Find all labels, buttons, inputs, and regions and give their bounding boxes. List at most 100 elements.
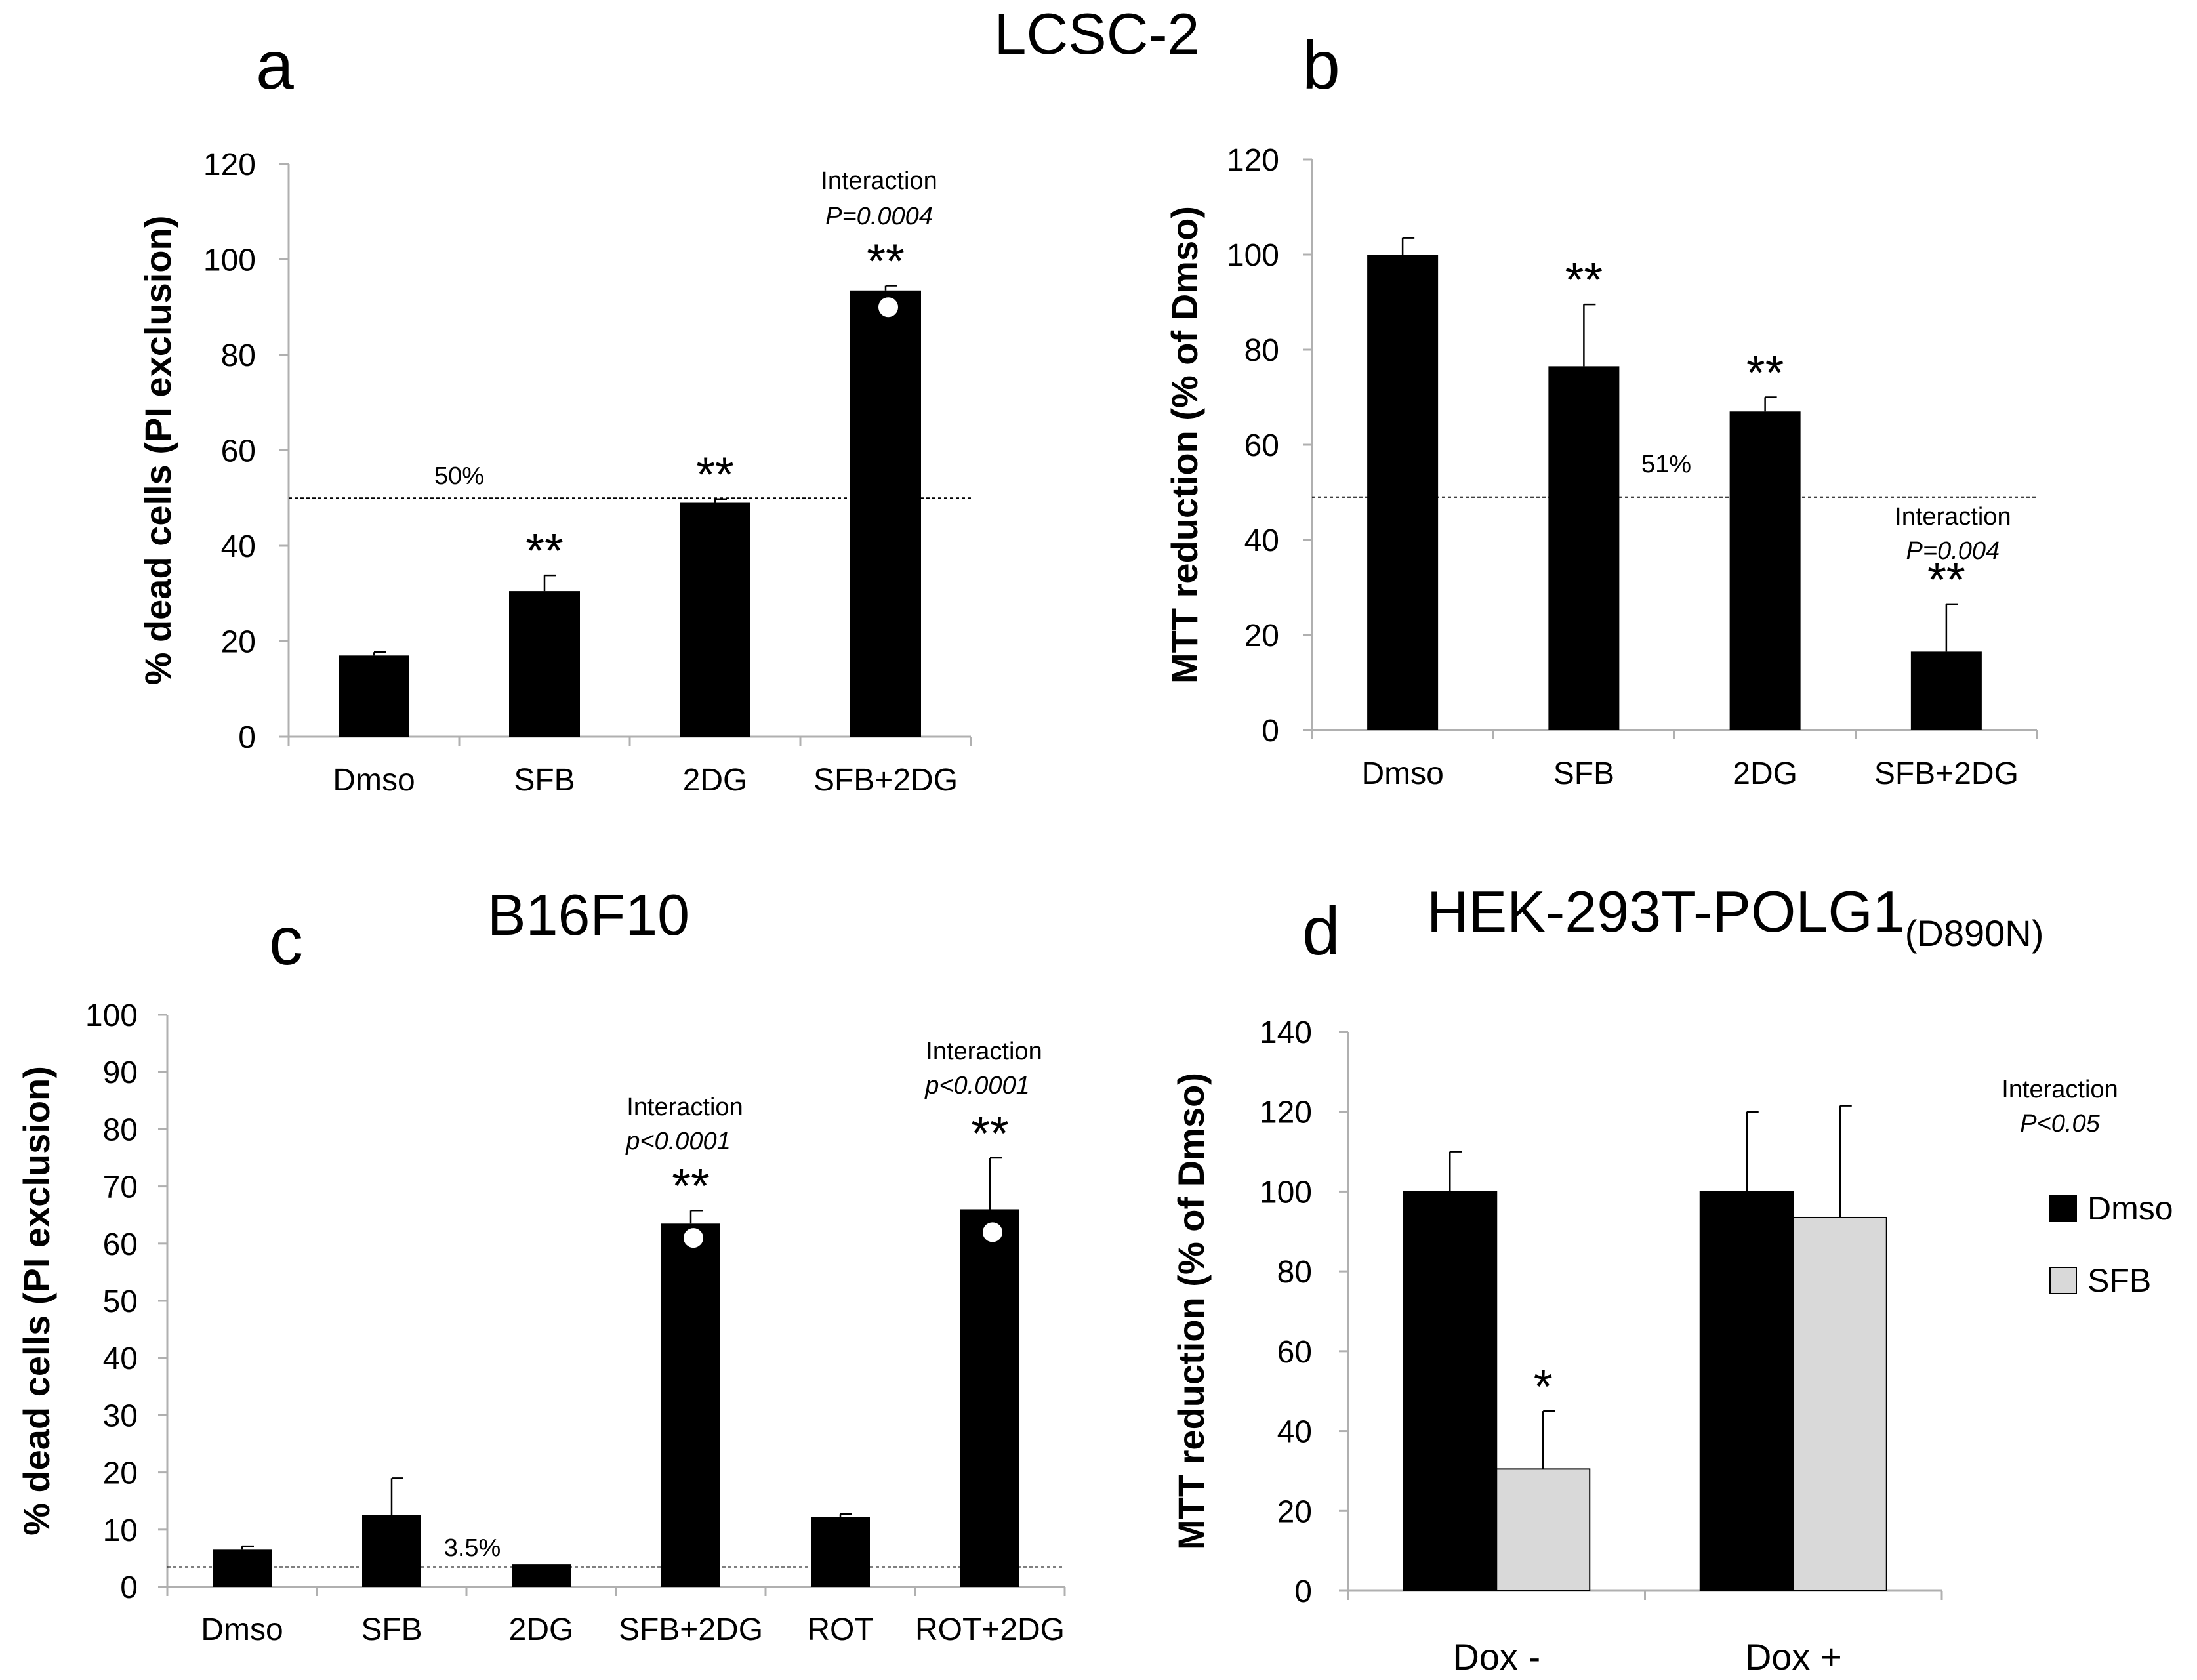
y-tick-label: 0	[1262, 714, 1279, 748]
significance-label: *	[1534, 1359, 1553, 1414]
title-lcsc2: LCSC-2	[995, 1, 1200, 66]
interaction-label: Interaction	[626, 1094, 743, 1121]
title-hek-main: HEK-293T-POLG1	[1427, 879, 1905, 944]
title-hek-sub: (D890N)	[1905, 912, 2044, 954]
interaction-label: Interaction	[2002, 1076, 2118, 1103]
y-tick-label: 0	[238, 720, 256, 755]
bar	[680, 502, 750, 737]
panel-d: 0 20 40 60 80 100 120 140 MTT reduction (% of Dm…	[1170, 1015, 2173, 1677]
panel-letter-d: d	[1302, 893, 1340, 970]
panel-letter-c: c	[269, 903, 303, 979]
y-tick-label: 40	[1277, 1415, 1312, 1450]
panel-letter-a: a	[256, 28, 294, 104]
legend-swatch-dmso	[2049, 1195, 2077, 1222]
bar	[1496, 1468, 1591, 1592]
title-hek: HEK-293T-POLG1(D890N)	[1427, 879, 2043, 954]
y-tick-label: 120	[203, 148, 256, 182]
significance-label: **	[696, 447, 734, 502]
category-label: Dmso	[333, 763, 415, 798]
interaction-label: Interaction	[821, 167, 937, 195]
y-tick-label: 100	[1260, 1175, 1312, 1210]
panel-a: 0 20 40 60 80 100 120 % dead cells (PI exclusio…	[137, 148, 972, 798]
panel-letter-b: b	[1302, 28, 1340, 104]
bar	[811, 1517, 870, 1587]
y-axis-label: % dead cells (PI exclusion)	[137, 216, 178, 686]
significance-label: **	[1746, 346, 1784, 400]
y-tick-label: 80	[103, 1113, 138, 1147]
panel-c: 0 10 20 30 40 50 60 70 80 90 100 % dead cells (PI e…	[16, 998, 1066, 1647]
y-tick-label: 10	[103, 1513, 138, 1548]
y-axis-label: MTT reduction (% of Dmso)	[1164, 206, 1205, 684]
interaction-pvalue: P<0.05	[2020, 1110, 2100, 1137]
y-axis-label: % dead cells (PI exclusion)	[16, 1066, 57, 1536]
category-label: ROT+2DG	[915, 1612, 1065, 1647]
y-tick-label: 60	[103, 1227, 138, 1262]
y-tick-label: 60	[1244, 428, 1279, 463]
y-tick-label: 0	[1294, 1574, 1312, 1609]
reference-line-label: 3.5%	[444, 1534, 501, 1562]
bar	[850, 290, 921, 737]
bar	[1699, 1191, 1794, 1591]
category-label: SFB+2DG	[1874, 756, 2019, 791]
bar	[1548, 366, 1620, 730]
significance-label: **	[971, 1106, 1009, 1160]
category-label: SFB	[514, 763, 575, 798]
y-tick-label: 40	[221, 529, 256, 564]
y-tick-label: 50	[103, 1284, 138, 1319]
bar	[1792, 1216, 1887, 1591]
y-tick-label: 140	[1260, 1015, 1312, 1050]
y-tick-label: 40	[1244, 523, 1279, 558]
category-label: SFB+2DG	[619, 1612, 763, 1647]
category-label: ROT	[807, 1612, 873, 1647]
significance-label: **	[672, 1158, 710, 1213]
y-tick-label: 30	[103, 1399, 138, 1433]
category-label: 2DG	[509, 1612, 574, 1647]
bar	[339, 655, 409, 737]
bar	[1367, 255, 1439, 730]
bar	[1729, 411, 1801, 730]
title-b16f10: B16F10	[487, 882, 689, 947]
reference-line-label: 50%	[434, 462, 484, 490]
y-tick-label: 60	[221, 434, 256, 469]
interaction-pvalue: p<0.0001	[924, 1072, 1030, 1099]
y-tick-label: 120	[1260, 1096, 1312, 1130]
y-tick-label: 80	[1244, 333, 1279, 368]
interaction-label: Interaction	[926, 1038, 1042, 1065]
expected-marker	[878, 297, 898, 318]
significance-label: **	[867, 234, 905, 289]
category-label: SFB	[1553, 756, 1614, 791]
y-tick-label: 80	[1277, 1255, 1312, 1290]
category-label: 2DG	[683, 763, 748, 798]
significance-label: **	[1565, 253, 1603, 307]
panel-b: 0 20 40 60 80 100 120 MTT reduction (% of Dmso)…	[1164, 143, 2038, 791]
interaction-pvalue: p<0.0001	[625, 1128, 731, 1155]
expected-marker	[983, 1222, 1002, 1242]
y-tick-label: 40	[103, 1342, 138, 1376]
legend-label-dmso: Dmso	[2087, 1190, 2173, 1227]
bar	[213, 1549, 272, 1587]
interaction-label: Interaction	[1895, 503, 2011, 531]
y-tick-label: 0	[120, 1570, 138, 1605]
y-tick-label: 80	[221, 338, 256, 373]
category-label: Dmso	[1361, 756, 1443, 791]
legend-label-sfb: SFB	[2087, 1262, 2151, 1299]
significance-label: **	[525, 523, 564, 578]
y-tick-label: 100	[1227, 238, 1279, 273]
category-label: Dmso	[201, 1612, 283, 1647]
reference-line-label: 51%	[1641, 451, 1691, 478]
interaction-pvalue: P=0.0004	[825, 203, 933, 230]
category-label: Dox +	[1745, 1636, 1842, 1677]
category-label: SFB+2DG	[813, 763, 958, 798]
y-tick-label: 100	[85, 998, 138, 1033]
interaction-pvalue: P=0.004	[1906, 537, 2000, 565]
y-tick-label: 60	[1277, 1335, 1312, 1370]
y-tick-label: 100	[203, 243, 256, 278]
y-tick-label: 90	[103, 1055, 138, 1090]
bar	[661, 1223, 720, 1587]
y-axis-label: MTT reduction (% of Dmso)	[1170, 1073, 1212, 1550]
bar	[512, 1564, 571, 1587]
category-label: 2DG	[1733, 756, 1797, 791]
y-tick-label: 70	[103, 1170, 138, 1205]
significance-label: **	[1927, 552, 1965, 607]
